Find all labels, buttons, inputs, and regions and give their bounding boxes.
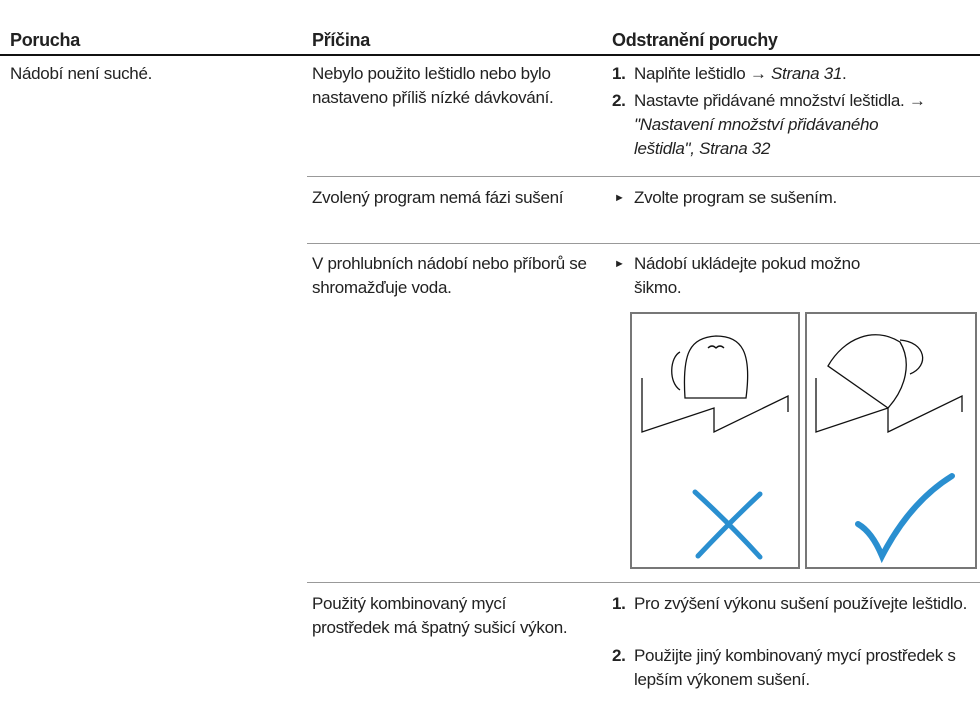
- row-rule: [307, 176, 980, 177]
- action: Zvolte program se sušením.: [634, 188, 837, 207]
- step-number: 2.: [612, 91, 626, 110]
- cup-upright: [641, 335, 789, 434]
- cause: Použitý kombinovaný mycí prostředek má š…: [312, 594, 568, 637]
- cause: Zvolený program nemá fázi sušení: [312, 188, 564, 207]
- check: [855, 473, 955, 564]
- step-ref: "Nastavení množství přidávaného leštidla…: [634, 115, 879, 158]
- row-rule: [307, 243, 980, 244]
- step-number: 2.: [612, 646, 626, 665]
- step-ref: Strana 31: [771, 64, 843, 83]
- header-rule: [0, 54, 980, 56]
- header-remedy: Odstranění poruchy: [612, 30, 778, 50]
- step: Nastavte přidávané množství leštidla. → …: [634, 89, 939, 161]
- step: Naplňte leštidlo → Strana 31.: [634, 62, 974, 86]
- cup-tilted: [815, 334, 963, 434]
- step-number: 1.: [612, 64, 626, 83]
- step-number: 1.: [612, 594, 626, 613]
- illustration: [630, 312, 977, 569]
- cross: [692, 489, 763, 560]
- header-cause: Příčina: [312, 30, 370, 50]
- header-fault: Porucha: [10, 30, 80, 50]
- step-end: .: [842, 64, 847, 83]
- frame-wrong: [630, 312, 800, 569]
- step: Použijte jiný kombinovaný mycí prostřede…: [634, 646, 956, 689]
- bullet: ►: [614, 192, 625, 204]
- row-rule: [307, 582, 980, 583]
- step: Pro zvýšení výkonu sušení používejte leš…: [634, 594, 967, 613]
- cause: V prohlubních nádobí nebo příborů se shr…: [312, 254, 587, 297]
- step-text: Naplňte leštidlo →: [634, 64, 767, 83]
- step-text: Nastavte přidávané množství leštidla. →: [634, 91, 926, 110]
- action: Nádobí ukládejte pokud možno šikmo.: [634, 254, 860, 297]
- bullet: ►: [614, 258, 625, 270]
- frame-right: [805, 312, 977, 569]
- cause: Nebylo použito leštidlo nebo bylo nastav…: [312, 64, 554, 107]
- fault: Nádobí není suché.: [10, 64, 153, 83]
